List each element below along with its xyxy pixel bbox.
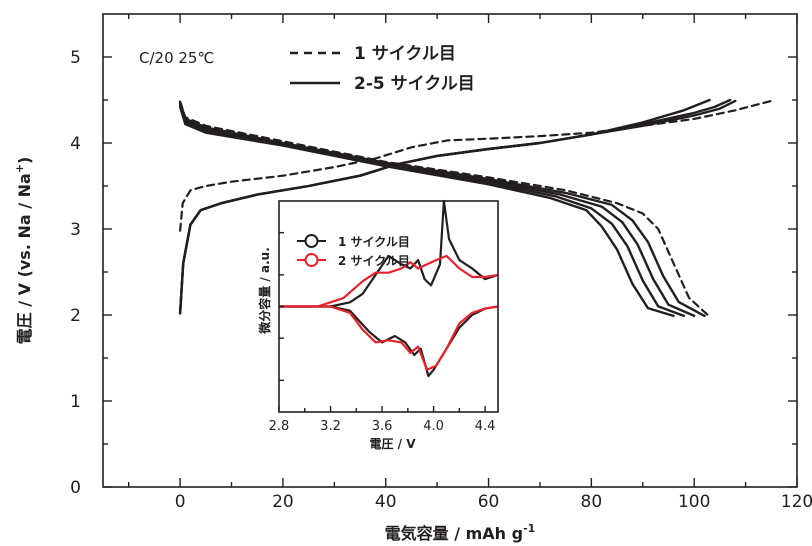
inset-x-tick-label: 3.6	[372, 419, 393, 434]
x-tick-label: 100	[678, 492, 710, 512]
series-solid-curve	[178, 104, 686, 318]
inset-y-axis-title: 微分容量 / a.u.	[257, 247, 272, 335]
x-tick-label: 80	[581, 492, 603, 512]
x-tick-label: 0	[175, 492, 186, 512]
inset-legend-label-1: 1 サイクル目	[338, 235, 410, 249]
series-solid-curve	[178, 105, 675, 318]
inset-x-tick-label: 4.4	[475, 419, 496, 434]
y-tick-label: 4	[70, 134, 81, 154]
x-tick-label: 60	[478, 492, 500, 512]
series-solid-curve	[178, 102, 696, 318]
y-tick-label: 5	[70, 48, 81, 68]
inset-x-tick-label: 3.2	[320, 419, 341, 434]
y-tick-label: 1	[70, 392, 81, 412]
x-axis-title: 電気容量 / mAh g-1	[385, 522, 536, 543]
condition-annotation: C/20 25℃	[139, 49, 214, 67]
inset-series-cycle2	[279, 254, 499, 308]
series-dashed-curve	[179, 100, 711, 318]
x-tick-label: 20	[272, 492, 294, 512]
inset-series-cycle1	[279, 305, 499, 378]
x-axis-title-main: 電気容量 / mAh g	[385, 524, 523, 543]
y-axis-title-main: 電圧 / V (vs. Na / Na	[15, 173, 34, 344]
x-tick-label: 120	[781, 492, 812, 512]
inset-x-tick-label: 2.8	[269, 419, 290, 434]
inset-series-cycle2	[279, 305, 499, 371]
x-tick-label: 40	[375, 492, 397, 512]
inset-x-axis-title: 電圧 / V	[369, 437, 416, 451]
y-axis-title-end: )	[15, 157, 34, 164]
series-solid-curve	[178, 98, 711, 315]
y-axis-title: 電圧 / V (vs. Na / Na+)	[13, 157, 34, 345]
plot-frame	[102, 13, 798, 488]
inset-series-cycle1	[279, 199, 499, 308]
y-tick-label: 0	[70, 478, 81, 498]
legend-label-2: 2-5 サイクル目	[354, 74, 475, 94]
y-tick-label: 3	[70, 220, 81, 240]
inset-x-tick-label: 4.0	[423, 419, 444, 434]
inset-legend-label-2: 2 サイクル目	[338, 254, 410, 268]
series-solid-curve	[178, 100, 706, 318]
y-tick-label: 2	[70, 306, 81, 326]
y-axis-title-sup: +	[13, 164, 26, 173]
inset-legend-marker-2	[304, 253, 319, 267]
legend-label-1: 1 サイクル目	[354, 44, 456, 64]
inset-legend-marker-1	[304, 234, 319, 248]
x-axis-title-sup: -1	[523, 522, 535, 535]
